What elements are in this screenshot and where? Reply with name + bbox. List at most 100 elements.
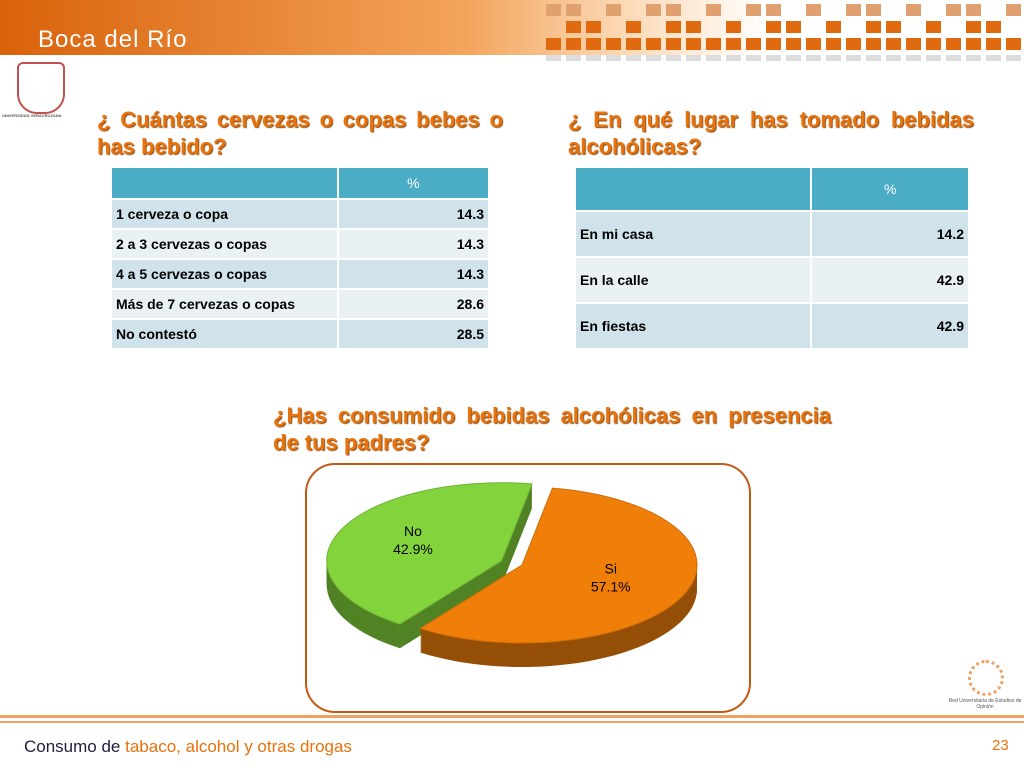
- slice-value: 42.9%: [393, 541, 433, 557]
- deco-square: [646, 38, 661, 50]
- row-label: 2 a 3 cervezas o copas: [110, 228, 339, 260]
- deco-square: [826, 38, 841, 50]
- org-text: Red Universitaria de Estudios de Opinión: [948, 698, 1022, 710]
- deco-square: [866, 21, 881, 33]
- deco-square: [586, 21, 601, 33]
- pie-slice: [326, 482, 533, 625]
- deco-square: [706, 55, 721, 61]
- deco-square: [606, 4, 621, 16]
- deco-square: [906, 55, 921, 61]
- deco-square: [846, 55, 861, 61]
- deco-square: [666, 4, 681, 16]
- deco-square: [766, 38, 781, 50]
- deco-square: [666, 38, 681, 50]
- header-cell: [110, 166, 339, 200]
- row-label: Más de 7 cervezas o copas: [110, 288, 339, 320]
- deco-square: [546, 38, 561, 50]
- deco-square: [786, 38, 801, 50]
- deco-square: [706, 38, 721, 50]
- header-decoration: [546, 4, 1021, 61]
- deco-square: [806, 55, 821, 61]
- deco-square: [586, 38, 601, 50]
- deco-square: [866, 38, 881, 50]
- chart-frame: [305, 463, 751, 713]
- deco-square: [726, 38, 741, 50]
- deco-square: [806, 38, 821, 50]
- row-label: En mi casa: [573, 210, 813, 258]
- deco-square: [986, 55, 1001, 61]
- deco-square: [806, 4, 821, 16]
- deco-square: [886, 55, 901, 61]
- header-cell: %: [336, 166, 491, 200]
- deco-square: [626, 38, 641, 50]
- deco-square: [766, 4, 781, 16]
- deco-square: [546, 55, 561, 61]
- deco-square: [966, 21, 981, 33]
- deco-square: [566, 21, 581, 33]
- deco-square: [766, 55, 781, 61]
- org-logo: [968, 660, 1004, 696]
- deco-square: [866, 55, 881, 61]
- header-title: Boca del Río: [38, 26, 188, 53]
- deco-square: [866, 4, 881, 16]
- table-row: En fiestas 42.9: [573, 302, 970, 350]
- deco-square: [926, 21, 941, 33]
- deco-square: [686, 55, 701, 61]
- deco-square: [726, 55, 741, 61]
- deco-square: [586, 55, 601, 61]
- row-value: 14.3: [336, 228, 491, 260]
- deco-square: [666, 55, 681, 61]
- row-label: En fiestas: [573, 302, 813, 350]
- deco-square: [966, 55, 981, 61]
- pie-slice: [419, 487, 698, 644]
- deco-square: [786, 21, 801, 33]
- deco-square: [946, 55, 961, 61]
- table-row: Más de 7 cervezas o copas 28.6: [110, 288, 491, 320]
- row-label: No contestó: [110, 318, 339, 350]
- header-row: %: [110, 166, 491, 200]
- slice-label: Si: [605, 561, 617, 577]
- row-value: 14.2: [810, 210, 970, 258]
- deco-square: [946, 38, 961, 50]
- deco-square: [966, 38, 981, 50]
- deco-square: [846, 38, 861, 50]
- footer-text: Consumo de tabaco, alcohol y otras droga…: [24, 737, 352, 757]
- deco-square: [906, 4, 921, 16]
- row-value: 28.5: [336, 318, 491, 350]
- deco-square: [926, 55, 941, 61]
- header-cell: %: [810, 166, 970, 212]
- table-row: En mi casa 14.2: [573, 210, 970, 258]
- table-title: ¿ En qué lugar has tomado bebidas alcohó…: [568, 107, 974, 159]
- chart-title: ¿Has consumido bebidas alcohólicas en pr…: [273, 403, 831, 455]
- deco-square: [626, 21, 641, 33]
- deco-square: [746, 55, 761, 61]
- deco-square: [566, 38, 581, 50]
- pie-chart: No 42.9% Si 57.1%: [326, 482, 698, 667]
- row-label: 4 a 5 cervezas o copas: [110, 258, 339, 290]
- row-value: 42.9: [810, 302, 970, 350]
- deco-square: [606, 38, 621, 50]
- row-label: 1 cerveza o copa: [110, 198, 339, 230]
- deco-square: [646, 55, 661, 61]
- deco-square: [666, 21, 681, 33]
- deco-square: [706, 4, 721, 16]
- row-value: 28.6: [336, 288, 491, 320]
- deco-square: [646, 4, 661, 16]
- deco-square: [566, 55, 581, 61]
- deco-square: [886, 21, 901, 33]
- deco-square: [686, 21, 701, 33]
- deco-square: [986, 21, 1001, 33]
- row-value: 14.3: [336, 198, 491, 230]
- deco-square: [1006, 38, 1021, 50]
- table-row: No contestó 28.5: [110, 318, 491, 350]
- deco-square: [986, 38, 1001, 50]
- logo: [17, 62, 65, 114]
- deco-square: [886, 38, 901, 50]
- footer-line: [0, 715, 1024, 718]
- deco-square: [686, 38, 701, 50]
- table-row: En la calle 42.9: [573, 256, 970, 304]
- deco-square: [766, 21, 781, 33]
- deco-square: [726, 21, 741, 33]
- deco-square: [606, 55, 621, 61]
